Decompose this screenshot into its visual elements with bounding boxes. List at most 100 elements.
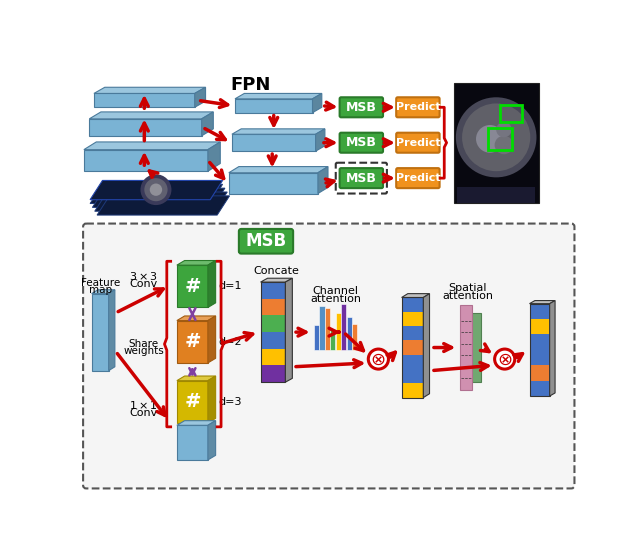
Text: Conv: Conv	[129, 408, 157, 418]
Text: Spatial: Spatial	[448, 283, 487, 293]
Polygon shape	[177, 420, 216, 425]
Text: MSB: MSB	[346, 136, 377, 149]
Bar	[347, 317, 351, 350]
Bar	[325, 308, 330, 350]
FancyBboxPatch shape	[396, 168, 440, 188]
Polygon shape	[208, 142, 220, 171]
Bar	[314, 325, 319, 350]
Polygon shape	[458, 187, 535, 203]
Polygon shape	[90, 112, 213, 119]
Polygon shape	[208, 420, 216, 460]
Polygon shape	[95, 192, 227, 211]
Polygon shape	[177, 376, 216, 381]
Bar	[402, 355, 423, 370]
Bar	[336, 313, 340, 350]
Polygon shape	[92, 188, 225, 207]
Bar	[529, 335, 550, 350]
Polygon shape	[229, 167, 328, 173]
Text: Channel: Channel	[313, 286, 359, 296]
Text: FPN: FPN	[230, 76, 271, 94]
Polygon shape	[208, 376, 216, 423]
Circle shape	[140, 175, 172, 205]
Polygon shape	[94, 94, 195, 107]
Bar	[260, 282, 285, 382]
FancyBboxPatch shape	[239, 229, 293, 254]
Polygon shape	[460, 305, 472, 390]
Polygon shape	[232, 129, 325, 134]
Polygon shape	[177, 381, 208, 423]
Text: Predict: Predict	[396, 102, 440, 112]
Bar	[529, 381, 550, 397]
Polygon shape	[177, 425, 208, 460]
Bar	[260, 332, 285, 349]
Text: d=3: d=3	[219, 397, 242, 407]
Text: map: map	[88, 285, 112, 295]
Polygon shape	[177, 321, 208, 363]
Circle shape	[456, 98, 536, 177]
Text: MSB: MSB	[245, 232, 287, 250]
Polygon shape	[92, 294, 109, 371]
Polygon shape	[97, 196, 230, 215]
Circle shape	[150, 183, 162, 196]
Text: ⊗: ⊗	[371, 351, 386, 369]
Text: d=2: d=2	[219, 337, 243, 347]
Polygon shape	[90, 181, 223, 199]
Bar	[319, 306, 324, 350]
Circle shape	[476, 125, 504, 153]
Polygon shape	[90, 119, 202, 136]
Polygon shape	[423, 294, 429, 398]
Text: #: #	[184, 277, 200, 296]
Polygon shape	[550, 301, 555, 396]
Bar	[260, 366, 285, 383]
Text: Feature: Feature	[81, 278, 120, 288]
Text: ⊗: ⊗	[497, 351, 512, 369]
FancyBboxPatch shape	[340, 168, 383, 188]
Text: #: #	[184, 392, 200, 411]
FancyBboxPatch shape	[396, 98, 440, 117]
Polygon shape	[235, 99, 312, 112]
Circle shape	[145, 178, 168, 201]
Polygon shape	[529, 301, 555, 304]
Circle shape	[495, 349, 515, 369]
Bar	[341, 304, 346, 350]
Text: MSB: MSB	[346, 172, 377, 184]
Bar	[529, 319, 550, 335]
Circle shape	[496, 122, 511, 137]
Bar	[500, 105, 522, 122]
Bar	[529, 350, 550, 366]
Bar	[488, 128, 513, 150]
Text: Conv: Conv	[129, 279, 157, 289]
Polygon shape	[177, 316, 216, 321]
Polygon shape	[202, 112, 213, 136]
Bar	[260, 282, 285, 299]
Text: weights: weights	[123, 346, 164, 356]
Circle shape	[368, 349, 388, 369]
Bar	[260, 299, 285, 316]
Polygon shape	[195, 88, 205, 107]
Polygon shape	[260, 278, 292, 282]
Polygon shape	[229, 173, 318, 193]
Text: d=1: d=1	[219, 281, 242, 291]
Polygon shape	[232, 134, 316, 151]
Polygon shape	[94, 88, 205, 94]
Polygon shape	[109, 290, 115, 371]
Polygon shape	[92, 290, 115, 294]
Bar	[402, 369, 423, 384]
Bar	[402, 340, 423, 355]
Bar	[402, 297, 423, 398]
Bar	[402, 312, 423, 326]
Text: $3\times3$: $3\times3$	[129, 270, 158, 282]
Polygon shape	[177, 265, 208, 307]
Bar	[330, 330, 335, 350]
Polygon shape	[316, 129, 325, 151]
Polygon shape	[318, 167, 328, 193]
Text: Predict: Predict	[396, 173, 440, 183]
Polygon shape	[208, 260, 216, 307]
Bar	[529, 304, 550, 320]
Polygon shape	[177, 260, 216, 265]
Polygon shape	[312, 94, 322, 112]
Text: Predict: Predict	[396, 138, 440, 148]
Bar	[529, 365, 550, 381]
FancyBboxPatch shape	[83, 224, 575, 489]
Polygon shape	[84, 150, 208, 171]
